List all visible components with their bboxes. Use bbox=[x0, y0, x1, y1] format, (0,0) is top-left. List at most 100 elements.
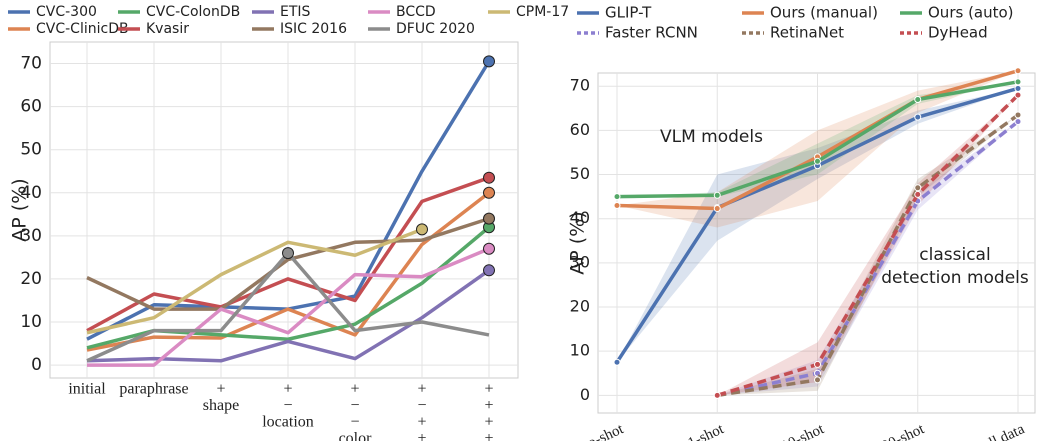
series-line bbox=[86, 227, 423, 335]
y-tick-label: 50 bbox=[570, 164, 590, 183]
legend-label: GLIP-T bbox=[605, 4, 652, 22]
confidence-band bbox=[617, 81, 1018, 197]
x-tick-label: shape bbox=[203, 397, 239, 414]
y-tick-label: 60 bbox=[20, 97, 42, 117]
max-marker bbox=[483, 186, 495, 199]
point bbox=[1014, 91, 1022, 99]
series-line bbox=[86, 216, 490, 311]
y-tick-label: 50 bbox=[20, 140, 42, 160]
y-tick-label: 0 bbox=[580, 385, 590, 404]
x-tick-label: + bbox=[417, 430, 426, 441]
legend-label: BCCD bbox=[396, 4, 436, 20]
point bbox=[713, 391, 721, 399]
legend-label: CVC-300 bbox=[36, 4, 97, 20]
legend-label: Faster RCNN bbox=[605, 24, 698, 42]
x-tick-label: paraphrase bbox=[119, 381, 188, 398]
series-line bbox=[86, 191, 491, 352]
legend-label: DyHead bbox=[928, 24, 988, 42]
point bbox=[914, 113, 922, 121]
legend-label: RetinaNet bbox=[770, 24, 844, 42]
x-tick-label: 100-shot bbox=[873, 421, 928, 441]
y-tick-label: 40 bbox=[570, 208, 590, 227]
point bbox=[914, 190, 922, 198]
series-line bbox=[86, 268, 491, 363]
y-tick-label: 70 bbox=[20, 54, 42, 74]
annotation: VLM models bbox=[660, 127, 763, 147]
point bbox=[814, 157, 821, 165]
series-line bbox=[716, 93, 1020, 398]
x-tick-label: zero-shot bbox=[569, 421, 627, 441]
x-tick-label: + bbox=[484, 430, 493, 441]
series-line bbox=[86, 176, 490, 333]
point bbox=[613, 358, 621, 366]
max-marker bbox=[483, 55, 495, 68]
y-tick-label: 30 bbox=[20, 226, 42, 246]
plot-area bbox=[597, 72, 1036, 414]
y-tick-label: 30 bbox=[570, 252, 590, 271]
x-tick-label: − bbox=[283, 397, 292, 414]
point bbox=[1014, 111, 1022, 119]
y-axis-label: AP (%) bbox=[567, 211, 589, 274]
series-line bbox=[716, 120, 1020, 398]
max-marker bbox=[483, 242, 495, 255]
max-marker bbox=[282, 247, 294, 260]
y-axis-label: AP (%) bbox=[9, 178, 31, 241]
x-tick-label: − bbox=[350, 414, 359, 431]
max-marker bbox=[483, 171, 495, 184]
x-tick-label: + bbox=[484, 397, 493, 414]
legend-label: CVC-ClinicDB bbox=[36, 21, 129, 37]
y-tick-label: 70 bbox=[570, 76, 590, 95]
series-line bbox=[87, 247, 490, 367]
x-tick-label: + bbox=[417, 414, 426, 431]
x-tick-label: full data bbox=[975, 421, 1027, 441]
max-marker bbox=[483, 212, 495, 225]
x-tick-label: initial bbox=[68, 381, 106, 398]
point bbox=[713, 191, 721, 199]
point bbox=[613, 201, 621, 209]
legend-label: ISIC 2016 bbox=[280, 21, 347, 37]
max-marker bbox=[483, 264, 495, 277]
legend-label: Kvasir bbox=[146, 21, 189, 37]
series-line bbox=[716, 113, 1020, 398]
max-marker bbox=[416, 223, 428, 236]
point bbox=[814, 376, 821, 384]
y-tick-label: 10 bbox=[570, 341, 590, 360]
x-tick-label: 10-shot bbox=[779, 421, 827, 441]
point bbox=[1014, 118, 1022, 126]
x-tick-label: − bbox=[350, 397, 359, 414]
y-tick-label: 20 bbox=[20, 269, 42, 289]
legend-label: Ours (auto) bbox=[928, 4, 1014, 22]
x-tick-label: color bbox=[339, 430, 373, 441]
y-tick-label: 0 bbox=[31, 355, 42, 375]
legend-label: DFUC 2020 bbox=[396, 21, 475, 37]
point bbox=[1014, 78, 1022, 86]
legend-label: ETIS bbox=[280, 4, 311, 20]
y-tick-label: 20 bbox=[570, 297, 590, 316]
legend-label: Ours (manual) bbox=[770, 4, 878, 22]
point bbox=[914, 95, 922, 103]
point bbox=[914, 184, 922, 192]
y-tick-label: 40 bbox=[20, 183, 42, 203]
x-tick-label: + bbox=[216, 381, 225, 398]
x-tick-label: 1-shot bbox=[686, 421, 728, 441]
confidence-band bbox=[617, 88, 1018, 363]
point bbox=[1014, 84, 1022, 92]
legend-label: CPM-17 bbox=[516, 4, 569, 20]
confidence-band bbox=[617, 70, 1018, 228]
x-tick-label: + bbox=[283, 381, 292, 398]
annotation: classical bbox=[919, 245, 990, 265]
x-tick-label: + bbox=[350, 381, 359, 398]
annotation: detection models bbox=[881, 268, 1029, 288]
legend-label: CVC-ColonDB bbox=[146, 4, 240, 20]
point bbox=[1014, 67, 1022, 75]
x-tick-label: + bbox=[417, 381, 426, 398]
point bbox=[613, 193, 621, 201]
x-tick-label: + bbox=[484, 381, 493, 398]
point bbox=[713, 205, 721, 213]
x-tick-label: location bbox=[262, 414, 314, 431]
x-tick-label: − bbox=[417, 397, 426, 414]
y-tick-label: 60 bbox=[570, 120, 590, 139]
x-tick-label: + bbox=[484, 414, 493, 431]
point bbox=[814, 360, 821, 368]
